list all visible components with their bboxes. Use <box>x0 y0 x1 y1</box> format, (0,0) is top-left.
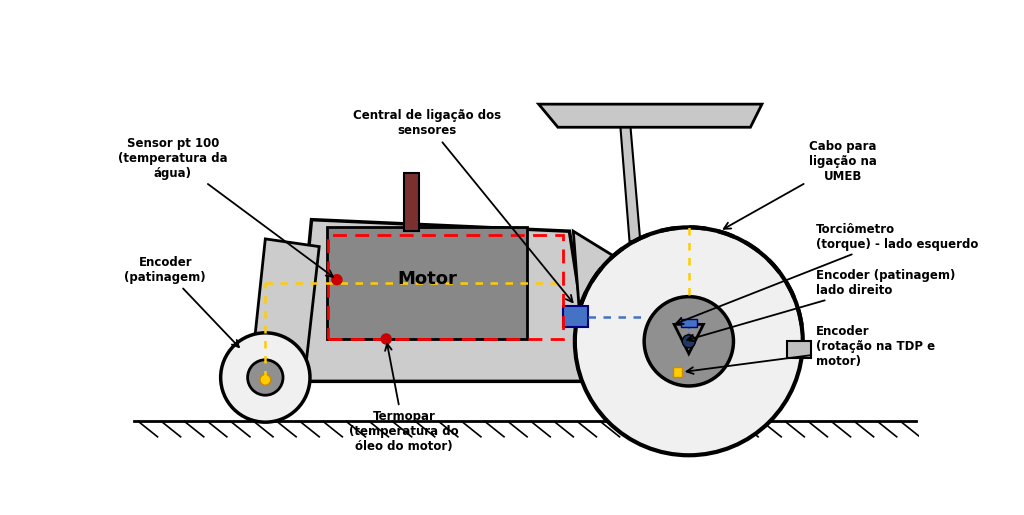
FancyBboxPatch shape <box>681 319 696 327</box>
Text: Cabo para
ligação na
UMEB: Cabo para ligação na UMEB <box>724 141 877 229</box>
Polygon shape <box>327 227 527 339</box>
Text: Encoder
(patinagem): Encoder (patinagem) <box>124 256 239 347</box>
Circle shape <box>682 335 695 348</box>
Polygon shape <box>539 104 762 127</box>
FancyBboxPatch shape <box>786 341 811 358</box>
Circle shape <box>220 333 310 422</box>
Text: Encoder (patinagem)
lado direito: Encoder (patinagem) lado direito <box>687 269 955 341</box>
FancyBboxPatch shape <box>403 174 419 231</box>
Text: Motor: Motor <box>397 270 457 288</box>
Circle shape <box>644 297 733 386</box>
Text: Central de ligação dos
sensores: Central de ligação dos sensores <box>353 109 572 302</box>
Text: Sensor pt 100
(temperatura da
água): Sensor pt 100 (temperatura da água) <box>118 136 333 277</box>
Circle shape <box>381 334 391 344</box>
FancyBboxPatch shape <box>673 368 682 377</box>
Polygon shape <box>250 239 319 384</box>
Text: Encoder
(rotação na TDP e
motor): Encoder (rotação na TDP e motor) <box>687 325 935 374</box>
Polygon shape <box>620 116 640 241</box>
Text: Torciômetro
(torque) - lado esquerdo: Torciômetro (torque) - lado esquerdo <box>676 222 978 324</box>
Circle shape <box>260 374 270 385</box>
Polygon shape <box>296 220 593 381</box>
Circle shape <box>332 274 342 285</box>
Text: Termopar
(temperatura do
óleo do motor): Termopar (temperatura do óleo do motor) <box>349 344 459 453</box>
Polygon shape <box>573 231 628 384</box>
Circle shape <box>574 227 803 455</box>
Circle shape <box>248 360 283 395</box>
FancyBboxPatch shape <box>563 306 588 328</box>
